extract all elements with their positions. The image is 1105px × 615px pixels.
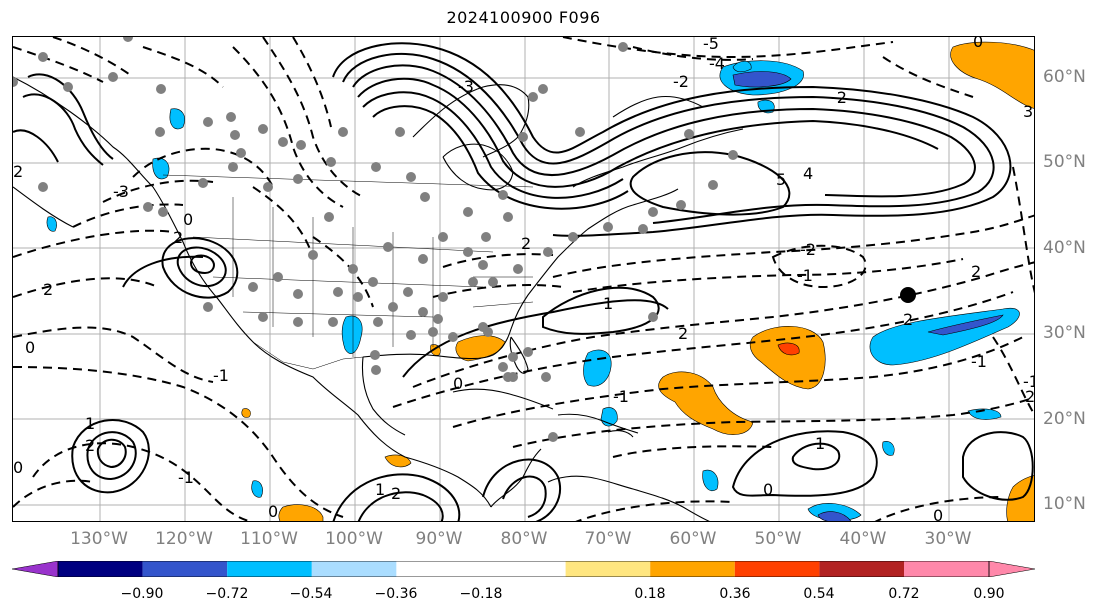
contour-label: 2 (43, 280, 53, 299)
contour-label: -2 (673, 72, 689, 91)
colorbar-segment (481, 561, 566, 577)
colorbar (12, 561, 1035, 577)
contour-label: -3 (458, 77, 474, 96)
contour-label: -1 (213, 366, 229, 385)
colorbar-segment (396, 561, 481, 577)
contour-label: -3 (113, 182, 129, 201)
colorbar-label: 0.36 (719, 586, 751, 602)
contour-label: -1 (613, 387, 629, 406)
lon-label: 110°W (240, 529, 298, 549)
contour-label: 0 (933, 506, 943, 522)
contour-label: 2 (903, 310, 913, 329)
map-title: 2024100900 F096 (446, 8, 601, 27)
lon-label: 80°W (500, 529, 548, 549)
contour-label: 2 (13, 162, 23, 181)
contour-label: 0 (453, 374, 463, 393)
lon-label: 30°W (924, 529, 972, 549)
contour-label: -1 (1023, 372, 1035, 391)
contour-label: -2 (800, 240, 816, 259)
lon-label: 100°W (325, 529, 383, 549)
lat-label: 10°N (1043, 494, 1086, 514)
contour-label: 5 (776, 170, 786, 189)
contour-label: 1 (85, 414, 95, 433)
lon-label: 130°W (70, 529, 128, 549)
coastlines (13, 76, 744, 521)
contour-label: 2 (971, 262, 981, 281)
lat-label: 20°N (1043, 409, 1086, 429)
colorbar-segment (58, 561, 143, 577)
colorbar-segment (227, 561, 312, 577)
observation-dots (13, 37, 738, 442)
contour-label: 0 (183, 210, 193, 229)
contour-label: 2 (1025, 387, 1035, 406)
colorbar-arrow-left (12, 561, 59, 577)
contour-label: 1 (815, 434, 825, 453)
colorbar-segment (565, 561, 651, 577)
map-svg: -3 -5 -4 -2 5 4 -2 -2 -1 2 0 3 1 2 0 2 -… (13, 37, 1035, 522)
contour-label-group: -3 -5 -4 -2 5 4 -2 -2 -1 2 0 3 1 2 0 2 -… (13, 37, 1035, 522)
contour-label: 1 (603, 294, 613, 313)
colorbar-label: −0.90 (120, 586, 164, 602)
contour-label: 2 (391, 484, 401, 503)
contour-label: 0 (763, 480, 773, 499)
dashed-contours (13, 37, 1034, 521)
contour-label: 2 (678, 324, 688, 343)
contour-label: -5 (703, 37, 719, 53)
lon-label: 40°W (839, 529, 887, 549)
lat-label: 30°N (1043, 323, 1086, 343)
colorbar-label: 0.90 (973, 586, 1005, 602)
contour-label: 0 (973, 37, 983, 51)
storm-marker (900, 287, 916, 303)
contour-label: -1 (971, 352, 987, 371)
colorbar-label: 0.18 (634, 586, 666, 602)
contour-label: 1 (375, 480, 385, 499)
contour-label: -4 (709, 54, 725, 73)
contour-label: 3 (1023, 102, 1033, 121)
contour-label: -1 (178, 468, 194, 487)
lon-label: 60°W (669, 529, 717, 549)
colorbar-label: −0.72 (205, 586, 249, 602)
lon-label: 120°W (155, 529, 213, 549)
contour-label: -1 (797, 266, 813, 285)
shaded-anomalies (46, 41, 1034, 521)
colorbar-label: −0.54 (289, 586, 333, 602)
colorbar-segment (819, 561, 904, 577)
contour-label: 0 (25, 338, 35, 357)
lon-label: 90°W (415, 529, 463, 549)
colorbar-segment (311, 561, 397, 577)
graticule (13, 37, 1034, 521)
lat-label: 60°N (1043, 67, 1086, 87)
colorbar-segment (142, 561, 228, 577)
colorbar-segment (650, 561, 735, 577)
colorbar-segment (904, 561, 989, 577)
colorbar-label: 0.54 (803, 586, 835, 602)
colorbar-outline (57, 561, 990, 577)
colorbar-label: −0.36 (374, 586, 418, 602)
colorbar-arrow-right (988, 561, 1035, 577)
lon-label: 50°W (754, 529, 802, 549)
contour-label: -2 (831, 88, 847, 107)
lat-label: 50°N (1043, 152, 1086, 172)
contour-label: 2 (173, 228, 183, 247)
contour-label: 4 (803, 164, 813, 183)
lon-label: 70°W (584, 529, 632, 549)
colorbar-label: −0.18 (459, 586, 503, 602)
contour-label: 2 (85, 436, 95, 455)
contour-label: 0 (268, 502, 278, 521)
colorbar-segment (734, 561, 820, 577)
colorbar-label: 0.72 (888, 586, 920, 602)
lat-label: 40°N (1043, 238, 1086, 258)
solid-contours (13, 42, 1034, 521)
contour-label: 2 (521, 234, 531, 253)
contour-label: 0 (13, 458, 23, 477)
map-panel[interactable]: -3 -5 -4 -2 5 4 -2 -2 -1 2 0 3 1 2 0 2 -… (12, 36, 1035, 522)
